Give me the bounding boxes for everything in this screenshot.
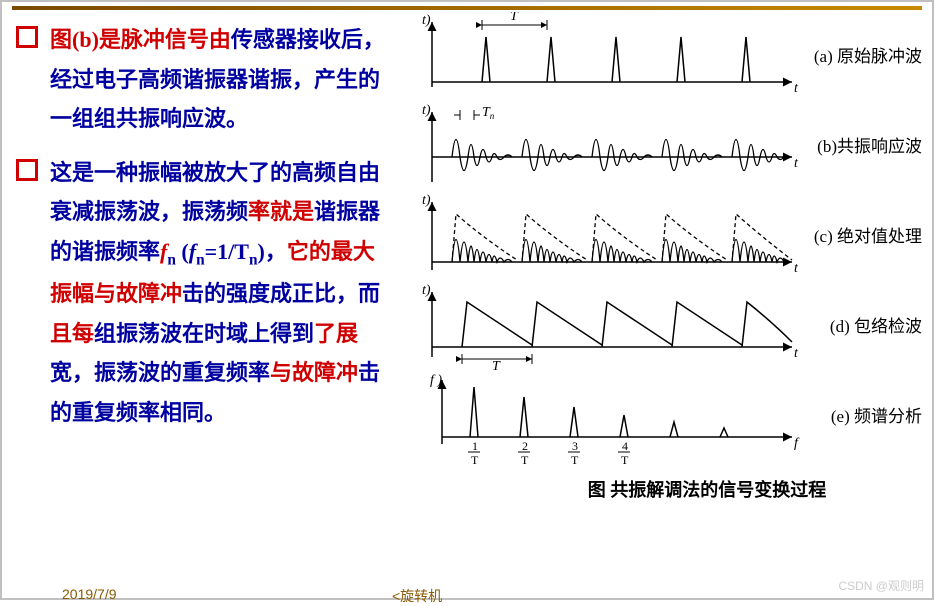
b2-n1: n [167, 251, 176, 268]
signal-d: t) t T [412, 282, 812, 372]
svg-text:T: T [492, 359, 501, 372]
signal-a: t) t T [412, 12, 812, 102]
b2-p6: 且每 [50, 321, 94, 346]
diagram-column: t) t T (a) 原始脉冲波 t) t [402, 2, 932, 598]
label-c: (c) 绝对值处理 [814, 222, 922, 247]
label-d: (d) 包络检波 [830, 312, 922, 337]
b2-p10: 与故障冲 [270, 360, 358, 385]
b2-n2: n [196, 251, 205, 268]
svg-text:f: f [794, 436, 800, 451]
svg-text:t: t [794, 261, 799, 276]
svg-text:T: T [471, 453, 479, 467]
svg-text:T: T [621, 453, 629, 467]
svg-text:t: t [794, 346, 799, 361]
b1-p3: 是脉冲信号由 [99, 27, 231, 52]
b2-pc: )， [258, 239, 287, 264]
label-e: (e) 频谱分析 [831, 402, 922, 427]
diagram-row-c: t) t (c) 绝对值处理 [412, 192, 932, 282]
b2-p2: 率就是 [248, 199, 314, 224]
b2-p7: 组振荡波在时域上得到 [94, 321, 314, 346]
slide-content: 图(b)是脉冲信号由传感器接收后，经过电子高频谐振器谐振，产生的一组组共振响应波… [2, 2, 932, 598]
b2-p9: 宽，振荡波的重复频率 [50, 360, 270, 385]
b2-p5: 击的强度成正比，而 [182, 281, 380, 306]
bullet-marker-icon [16, 26, 38, 48]
svg-text:T: T [521, 453, 529, 467]
T-label: T [510, 12, 519, 24]
diagram-row-a: t) t T (a) 原始脉冲波 [412, 12, 932, 102]
svg-text:2: 2 [522, 439, 528, 453]
footer-center: <旋转机 [392, 586, 442, 606]
b1-b: (b) [72, 27, 99, 52]
y-axis-label: t) [422, 13, 431, 28]
svg-text:t): t) [422, 193, 431, 208]
b2-po: ( [176, 239, 189, 264]
svg-text:f ): f ) [430, 373, 442, 388]
label-a: (a) 原始脉冲波 [814, 42, 922, 67]
bullet-2: 这是一种振幅被放大了的高频自由衰减振荡波，振荡频率就是谐振器的谐振频率fn (f… [16, 153, 394, 433]
b1-tu: 图 [50, 27, 72, 52]
svg-text:Tn: Tn [482, 105, 495, 121]
signal-c: t) t [412, 192, 812, 282]
svg-text:t): t) [422, 103, 431, 118]
x-axis-label: t [794, 81, 799, 96]
svg-text:t): t) [422, 283, 431, 298]
svg-text:3: 3 [572, 439, 578, 453]
diagram-row-d: t) t T (d) 包络检波 [412, 282, 932, 372]
b2-n3: n [249, 251, 258, 268]
bullet-1: 图(b)是脉冲信号由传感器接收后，经过电子高频谐振器谐振，产生的一组组共振响应波… [16, 20, 394, 139]
b1-text: 图(b)是脉冲信号由传感器接收后，经过电子高频谐振器谐振，产生的一组组共振响应波… [50, 27, 385, 131]
diagram-row-b: t) t Tn (b)共振响应波 [412, 102, 932, 192]
svg-text:1: 1 [472, 439, 478, 453]
label-b: (b)共振响应波 [817, 132, 922, 157]
text-column: 图(b)是脉冲信号由传感器接收后，经过电子高频谐振器谐振，产生的一组组共振响应波… [2, 2, 402, 598]
figure-caption: 图 共振解调法的信号变换过程 [402, 476, 932, 502]
svg-text:T: T [571, 453, 579, 467]
watermark: CSDN @观则明 [838, 577, 924, 594]
diagram-row-e: f ) f 1 T 2 T 3 [412, 372, 932, 472]
svg-text:t: t [794, 156, 799, 171]
b2-text: 这是一种振幅被放大了的高频自由衰减振荡波，振荡频率就是谐振器的谐振频率fn (f… [50, 160, 380, 425]
signal-e: f ) f 1 T 2 T 3 [412, 372, 812, 472]
b2-fn2: f [189, 239, 196, 264]
bullet-marker-icon [16, 159, 38, 181]
svg-text:4: 4 [622, 439, 628, 453]
b2-eq: =1/T [205, 239, 249, 264]
b2-p8: 了展 [314, 321, 358, 346]
signal-b: t) t Tn [412, 102, 812, 192]
